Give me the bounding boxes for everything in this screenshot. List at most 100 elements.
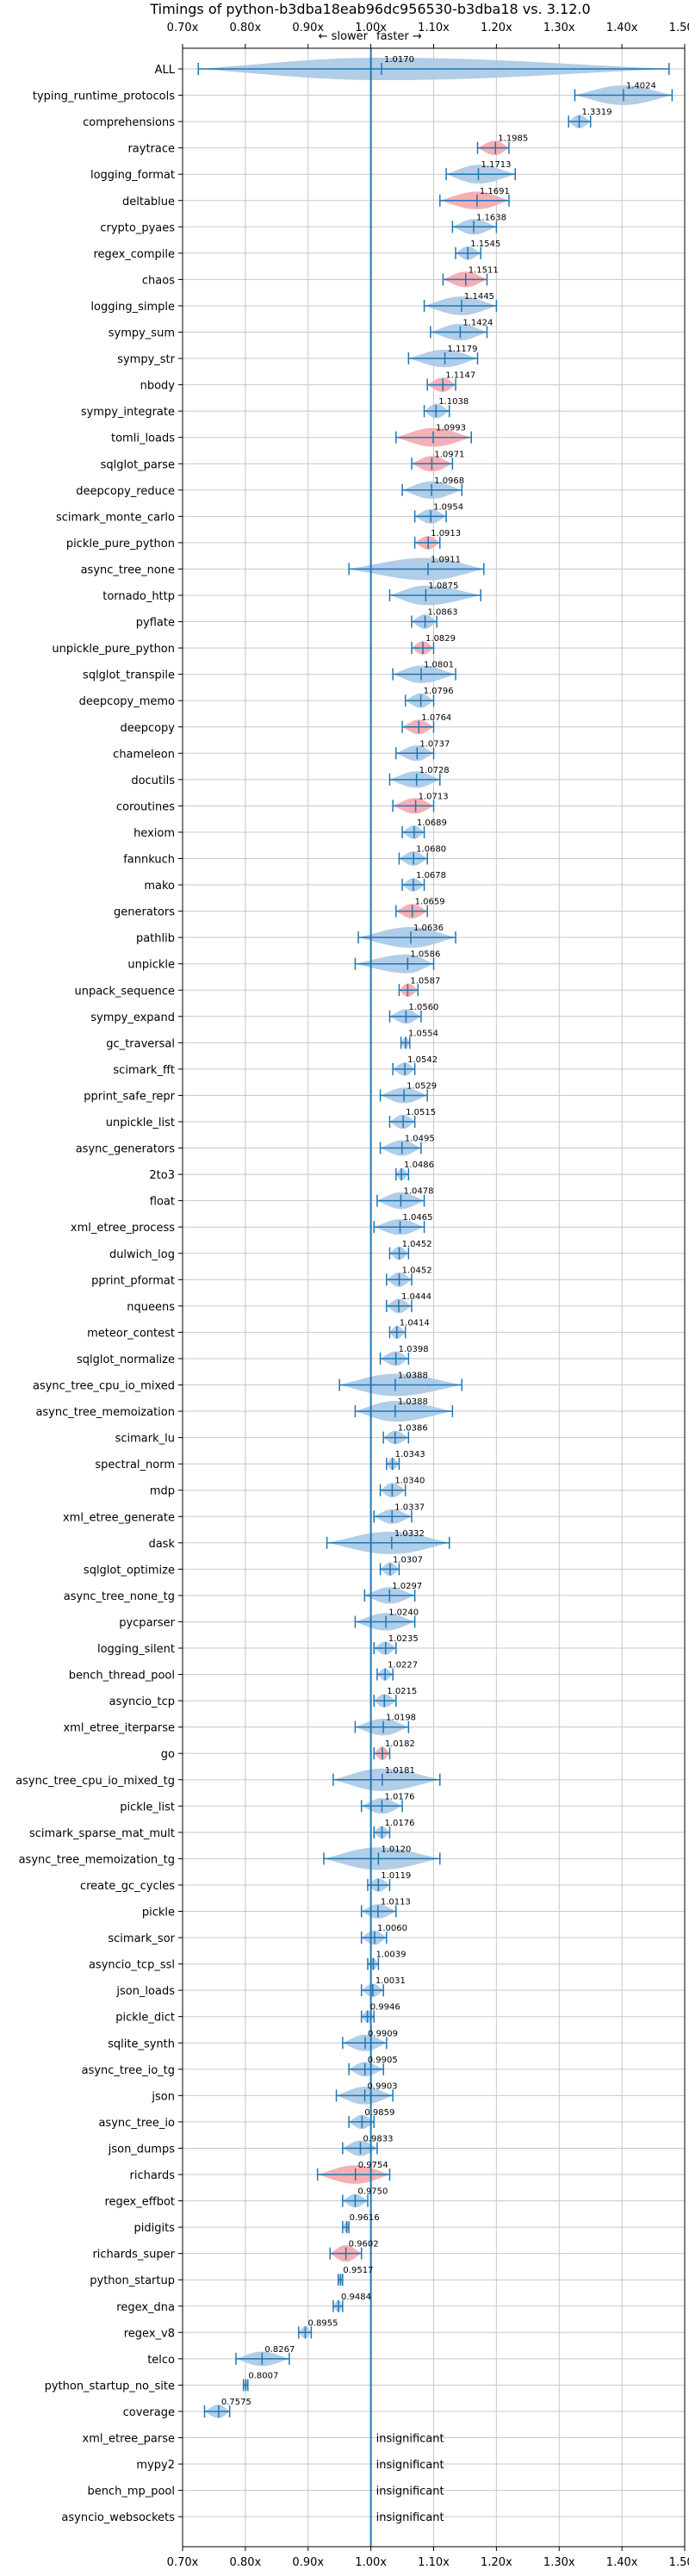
value-label: 1.0515 (406, 1108, 436, 1117)
benchmark-label: crypto_pyaes (100, 221, 175, 234)
value-label: 1.0235 (388, 1634, 419, 1644)
x-tick-label-top: 1.10x (418, 22, 450, 34)
benchmark-labels: ALL 1.0170 typing_runtime_protocols 1.4024 c… (16, 55, 656, 2524)
value-label: 1.0444 (401, 1292, 431, 1302)
value-label: 1.0170 (384, 55, 414, 65)
value-label: 0.9754 (358, 2161, 388, 2170)
value-label: 1.1985 (498, 134, 528, 144)
benchmark-label: deepcopy_reduce (76, 485, 175, 498)
value-label: 1.0398 (399, 1345, 429, 1354)
benchmark-label: regex_effbot (104, 2196, 175, 2209)
value-label: 1.0486 (404, 1160, 434, 1170)
insignificant-label: insignificant (376, 2459, 444, 2472)
value-label: 1.0465 (403, 1213, 433, 1223)
benchmark-label: dulwich_log (109, 1248, 175, 1261)
benchmark-label: spectral_norm (95, 1459, 175, 1472)
benchmark-label: pickle (142, 1907, 175, 1920)
benchmark-label: async_tree_memoization (35, 1406, 175, 1419)
benchmark-label: go (161, 1748, 175, 1761)
value-label: 1.0678 (416, 871, 446, 880)
value-label: 1.0636 (413, 924, 444, 933)
value-label: 1.0388 (398, 1397, 428, 1407)
value-label: 1.1147 (445, 371, 475, 381)
value-label: 0.9750 (357, 2187, 388, 2197)
x-tick-label-bottom: 1.50x (669, 2556, 689, 2569)
value-label: 1.0452 (402, 1240, 432, 1249)
x-tick-label-top: 1.30x (543, 22, 575, 34)
value-label: 1.1511 (469, 265, 499, 275)
x-tick-label-top: 1.50x (669, 22, 689, 34)
value-label: 0.9602 (349, 2240, 379, 2249)
benchmark-label: async_tree_cpu_io_mixed (33, 1380, 175, 1393)
benchmark-label: ALL (155, 64, 176, 77)
value-label: 0.7575 (221, 2398, 251, 2407)
value-label: 1.1638 (476, 213, 506, 222)
value-label: 1.1424 (462, 319, 493, 328)
value-label: 0.8267 (264, 2345, 295, 2355)
benchmark-label: typing_runtime_protocols (33, 90, 175, 103)
value-label: 0.9517 (343, 2266, 373, 2275)
value-label: 1.0478 (403, 1187, 433, 1197)
value-label: 1.0113 (381, 1898, 411, 1907)
slower-direction-label: ← slower (319, 30, 369, 43)
benchmark-label: deltablue (122, 196, 175, 208)
x-tick-label-bottom: 0.80x (230, 2556, 262, 2569)
value-label: 1.0414 (400, 1318, 430, 1328)
value-label: 1.0343 (395, 1450, 425, 1459)
value-label: 1.1179 (448, 345, 478, 354)
value-label: 1.1691 (480, 187, 510, 196)
value-label: 1.0215 (387, 1687, 417, 1696)
benchmark-label: python_startup_no_site (45, 2380, 175, 2392)
value-label: 1.0388 (398, 1372, 428, 1381)
value-label: 1.0875 (428, 582, 458, 591)
benchmark-label: sqlglot_transpile (83, 669, 175, 682)
value-label: 1.0240 (388, 1608, 419, 1617)
x-tick-label-top: 1.20x (481, 22, 512, 34)
value-label: 1.1445 (464, 292, 494, 302)
benchmark-label: async_tree_io_tg (82, 2064, 175, 2077)
x-tick-label-bottom: 1.20x (481, 2556, 512, 2569)
value-label: 1.0176 (384, 1819, 414, 1828)
value-label: 1.0176 (384, 1792, 414, 1801)
benchmark-label: xml_etree_generate (63, 1511, 175, 1524)
value-label: 1.0337 (394, 1503, 425, 1512)
value-label: 1.0801 (424, 661, 454, 670)
benchmark-label: chaos (142, 274, 175, 287)
value-label: 1.0182 (385, 1739, 415, 1749)
benchmark-label: comprehensions (83, 116, 175, 129)
benchmark-label: async_tree_none (81, 563, 175, 576)
benchmark-label: sqlglot_parse (101, 458, 175, 471)
faster-direction-label: faster → (376, 30, 422, 43)
value-label: 1.0542 (407, 1055, 438, 1065)
benchmark-label: scimark_sparse_mat_mult (29, 1827, 175, 1840)
benchmark-label: chameleon (113, 748, 175, 761)
benchmark-label: sympy_integrate (81, 406, 175, 419)
value-label: 1.0307 (393, 1555, 423, 1565)
benchmark-label: tomli_loads (111, 432, 175, 445)
value-label: 1.0560 (408, 1003, 438, 1012)
benchmark-label: sympy_expand (90, 1011, 175, 1024)
plot-frame (182, 47, 686, 2548)
benchmark-label: pickle_pure_python (66, 538, 175, 551)
value-label: 1.0031 (376, 1976, 406, 1986)
benchmark-label: async_tree_cpu_io_mixed_tg (16, 1775, 175, 1788)
value-label: 1.0297 (392, 1582, 422, 1591)
benchmark-label: hexiom (133, 827, 175, 840)
benchmark-label: 2to3 (149, 1169, 175, 1182)
benchmark-label: scimark_sor (108, 1932, 175, 1945)
value-label: 1.0119 (381, 1871, 411, 1881)
value-label: 1.1545 (470, 240, 500, 249)
benchmark-label: logging_silent (97, 1643, 175, 1656)
value-label: 1.0796 (424, 687, 454, 696)
benchmark-label: pprint_safe_repr (84, 1090, 175, 1103)
benchmark-label: json_dumps (108, 2143, 175, 2156)
chart-title: Timings of python-b3dba18eab96dc956530-b… (149, 1, 590, 17)
value-label: 1.0386 (398, 1424, 428, 1434)
benchmark-label: unpickle (127, 959, 175, 972)
value-label: 1.0737 (419, 739, 450, 749)
value-label: 1.0913 (431, 529, 461, 538)
benchmark-label: telco (147, 2354, 175, 2367)
benchmark-label: bench_thread_pool (69, 1670, 175, 1683)
x-tick-label-top: 0.70x (167, 22, 199, 34)
benchmark-label: sqlite_synth (108, 2038, 175, 2050)
